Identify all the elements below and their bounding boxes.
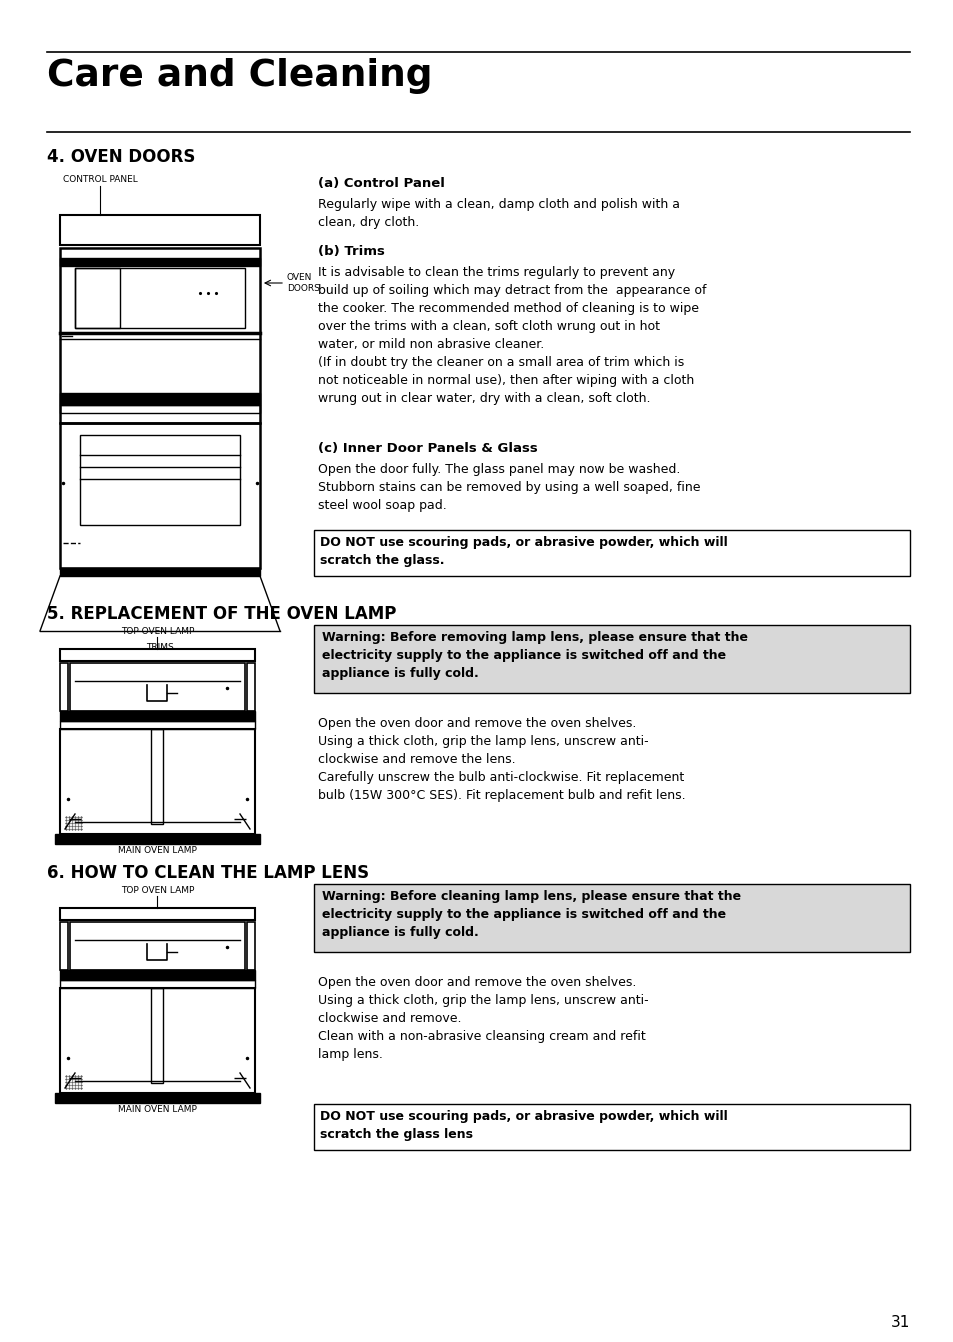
- Text: CONTROL PANEL: CONTROL PANEL: [63, 174, 137, 184]
- Bar: [60, 405, 260, 413]
- Bar: [60, 650, 254, 662]
- Text: Open the oven door and remove the oven shelves.
Using a thick cloth, grip the la: Open the oven door and remove the oven s…: [317, 717, 685, 803]
- Bar: [70, 922, 245, 970]
- Text: It is advisable to clean the trims regularly to prevent any
build up of soiling : It is advisable to clean the trims regul…: [317, 266, 706, 405]
- Text: DO NOT use scouring pads, or abrasive powder, which will
scratch the glass.: DO NOT use scouring pads, or abrasive po…: [319, 535, 727, 568]
- Bar: [60, 393, 260, 405]
- Bar: [60, 970, 254, 980]
- Text: DO NOT use scouring pads, or abrasive powder, which will
scratch the glass lens: DO NOT use scouring pads, or abrasive po…: [319, 1110, 727, 1141]
- Bar: [55, 833, 260, 844]
- Bar: [75, 268, 245, 327]
- Bar: [151, 988, 163, 1083]
- Bar: [60, 988, 254, 1092]
- Bar: [314, 884, 909, 951]
- Bar: [70, 663, 245, 711]
- Bar: [151, 729, 163, 824]
- Bar: [314, 625, 909, 692]
- Bar: [60, 909, 254, 921]
- Text: TRIMS: TRIMS: [146, 643, 173, 652]
- Text: MAIN OVEN LAMP: MAIN OVEN LAMP: [118, 1104, 196, 1114]
- Bar: [60, 721, 254, 729]
- Text: OVEN
DOORS: OVEN DOORS: [287, 274, 319, 293]
- Bar: [60, 663, 68, 711]
- Bar: [247, 663, 254, 711]
- Bar: [75, 268, 120, 327]
- Bar: [55, 1092, 260, 1103]
- Bar: [60, 568, 260, 576]
- Bar: [247, 922, 254, 970]
- Text: 6. HOW TO CLEAN THE LAMP LENS: 6. HOW TO CLEAN THE LAMP LENS: [47, 864, 369, 882]
- Text: (c) Inner Door Panels & Glass: (c) Inner Door Panels & Glass: [317, 442, 537, 455]
- Text: Warning: Before cleaning lamp lens, please ensure that the
electricity supply to: Warning: Before cleaning lamp lens, plea…: [322, 890, 740, 939]
- Text: 4. OVEN DOORS: 4. OVEN DOORS: [47, 148, 195, 166]
- Text: Care and Cleaning: Care and Cleaning: [47, 58, 432, 94]
- Bar: [60, 423, 260, 568]
- Bar: [60, 980, 254, 988]
- Bar: [60, 248, 260, 423]
- Text: TOP OVEN LAMP: TOP OVEN LAMP: [121, 627, 194, 636]
- Bar: [80, 435, 240, 525]
- Text: 31: 31: [890, 1315, 909, 1330]
- Bar: [314, 1104, 909, 1150]
- Text: 5. REPLACEMENT OF THE OVEN LAMP: 5. REPLACEMENT OF THE OVEN LAMP: [47, 605, 395, 623]
- Text: (b) Trims: (b) Trims: [317, 246, 384, 258]
- Bar: [60, 215, 260, 246]
- Text: (a) Control Panel: (a) Control Panel: [317, 177, 444, 191]
- Bar: [60, 922, 68, 970]
- Bar: [60, 729, 254, 833]
- Text: Regularly wipe with a clean, damp cloth and polish with a
clean, dry cloth.: Regularly wipe with a clean, damp cloth …: [317, 199, 679, 229]
- Text: TOP OVEN LAMP: TOP OVEN LAMP: [121, 886, 194, 895]
- Text: Warning: Before removing lamp lens, please ensure that the
electricity supply to: Warning: Before removing lamp lens, plea…: [322, 631, 747, 680]
- Text: MAIN OVEN LAMP: MAIN OVEN LAMP: [118, 845, 196, 855]
- Text: Open the oven door and remove the oven shelves.
Using a thick cloth, grip the la: Open the oven door and remove the oven s…: [317, 976, 648, 1062]
- Text: Open the door fully. The glass panel may now be washed.
Stubborn stains can be r: Open the door fully. The glass panel may…: [317, 463, 700, 513]
- Bar: [60, 711, 254, 721]
- Bar: [314, 530, 909, 576]
- Bar: [60, 258, 260, 266]
